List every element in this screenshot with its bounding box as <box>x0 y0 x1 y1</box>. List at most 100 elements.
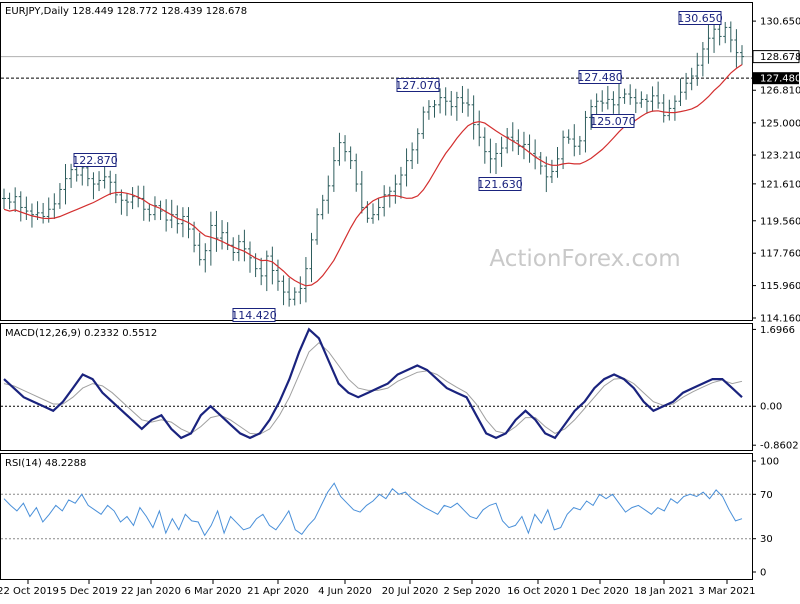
level-box <box>753 72 799 85</box>
ohlc-bar <box>348 146 353 169</box>
macd-tick-label: -0.8602 <box>760 441 799 452</box>
price-tick-label: 117.760 <box>760 249 800 260</box>
ohlc-bar <box>633 88 638 114</box>
ohlc-bar <box>740 45 744 65</box>
value-label: 125.070 <box>590 115 636 128</box>
x-tick-label: 1 Dec 2020 <box>571 586 629 597</box>
ohlc-bar <box>331 147 336 192</box>
x-tick-label: 2 Sep 2020 <box>443 586 500 597</box>
ohlc-bar <box>326 175 331 214</box>
ohlc-bar <box>248 241 252 273</box>
ohlc-bar <box>24 196 29 220</box>
ohlc-bar <box>667 99 672 121</box>
ohlc-bar <box>734 29 739 68</box>
ohlc-bar <box>706 24 711 64</box>
ohlc-bar <box>287 277 292 307</box>
ohlc-bar <box>488 138 493 174</box>
value-label-box <box>578 70 622 84</box>
ohlc-bar <box>214 210 219 252</box>
x-tick-label: 22 Jan 2020 <box>121 586 181 597</box>
ohlc-bar <box>577 135 582 155</box>
price-tick-label: 121.610 <box>760 179 800 190</box>
price-tick-label: 114.160 <box>760 314 800 325</box>
last-price-box <box>752 50 800 64</box>
ohlc-bar <box>454 91 459 121</box>
ohlc-bar <box>695 52 700 86</box>
ohlc-bar <box>572 124 577 157</box>
x-axis: 22 Oct 2019 5 Dec 2019 22 Jan 2020 6 Mar 20… <box>0 580 756 597</box>
ohlc-bar <box>7 192 12 210</box>
last-price-label: 128.678 <box>760 52 800 63</box>
ohlc-bar <box>264 250 269 292</box>
x-tick-label: 18 Jan 2021 <box>634 586 694 597</box>
value-label: 127.070 <box>395 79 441 92</box>
ohlc-bar <box>460 85 465 113</box>
ohlc-bar <box>292 287 297 306</box>
annotations: 122.870 114.420 127.070 121.630 127.480 125.0… <box>72 11 723 322</box>
ohlc-bar <box>712 20 717 53</box>
ohlc-bar <box>203 243 208 273</box>
price-panel <box>0 2 753 321</box>
ohlc-bar <box>650 86 655 112</box>
ohlc-bar <box>359 171 364 214</box>
ohlc-bar <box>393 174 398 204</box>
ohlc-bar <box>415 128 420 164</box>
ohlc-bar <box>57 183 62 209</box>
price-axis: 130.650 126.810 125.000 123.210 121.610 119.5… <box>752 17 800 325</box>
macd-panel <box>0 323 753 451</box>
moving-average-line <box>3 64 743 287</box>
macd-tick-label: 1.6966 <box>760 325 795 336</box>
ohlc-bar <box>398 166 403 199</box>
macd-tick-label: 0.00 <box>760 402 782 413</box>
ohlc-bar <box>259 257 264 286</box>
ohlc-bar <box>303 257 308 303</box>
value-label: 121.630 <box>477 178 523 191</box>
ohlc-bar <box>449 91 454 116</box>
price-tick-label: 123.210 <box>760 151 800 162</box>
value-label-box <box>396 78 440 92</box>
rsi-axis: 100 70 30 0 <box>1 457 779 579</box>
value-label-box <box>678 11 722 25</box>
ohlc-bar <box>471 95 476 140</box>
ohlc-bar <box>628 84 633 105</box>
ohlc-bar <box>723 21 728 44</box>
ohlc-bar <box>97 171 102 192</box>
price-tick-label: 130.650 <box>760 17 800 28</box>
ohlc-bar <box>298 276 303 305</box>
x-tick-label: 4 Jun 2020 <box>318 586 372 597</box>
ohlc-bar <box>644 94 649 114</box>
ohlc-bar <box>41 202 46 224</box>
x-tick-label: 5 Dec 2019 <box>60 586 118 597</box>
ohlc-bar <box>13 187 18 213</box>
ohlc-bar <box>242 229 247 262</box>
ohlc-bar <box>371 203 375 224</box>
ohlc-bar <box>119 189 124 215</box>
ohlc-bar <box>141 185 146 221</box>
ohlc-bar <box>270 246 275 285</box>
ohlc-bar <box>108 170 113 196</box>
ohlc-bar <box>672 95 677 121</box>
rsi-tick-label: 100 <box>760 457 779 468</box>
ohlc-bar <box>147 203 152 222</box>
rsi-label: RSI(14) 48.2288 <box>5 458 86 469</box>
ohlc-bar <box>622 88 627 104</box>
x-tick-label: 22 Oct 2019 <box>0 586 59 597</box>
value-label: 130.650 <box>677 12 723 25</box>
ohlc-bar <box>426 100 431 120</box>
macd-axis: 1.6966 0.00 -0.8602 <box>1 325 799 452</box>
ohlc-bar <box>499 136 504 167</box>
ohlc-bar <box>555 147 560 178</box>
ohlc-bar <box>639 91 644 108</box>
ohlc-bar <box>91 172 96 200</box>
ohlc-bar <box>605 85 610 110</box>
price-tick-label: 119.560 <box>760 216 800 227</box>
value-label: 114.420 <box>231 309 277 322</box>
rsi-line <box>3 482 743 537</box>
x-tick-label: 16 Oct 2020 <box>507 586 569 597</box>
price-tick-label: 115.960 <box>760 281 800 292</box>
ohlc-bar <box>102 166 107 189</box>
ohlc-bar <box>728 21 733 53</box>
ohlc-bar <box>113 173 118 204</box>
